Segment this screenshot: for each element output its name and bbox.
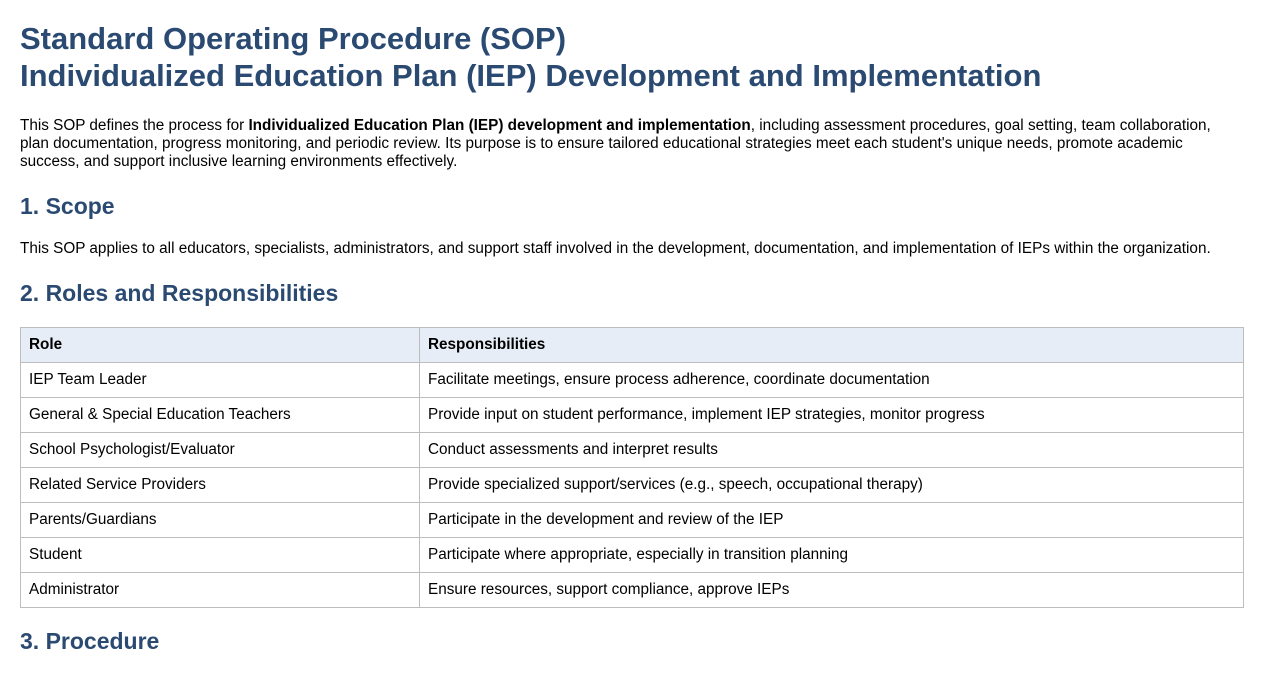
table-row: Student Participate where appropriate, e…	[20, 537, 1244, 573]
responsibility-cell: Conduct assessments and interpret result…	[419, 432, 1244, 468]
roles-heading: 2. Roles and Responsibilities	[20, 280, 339, 306]
responsibility-cell: Ensure resources, support compliance, ap…	[419, 572, 1244, 608]
table-row: General & Special Education Teachers Pro…	[20, 397, 1244, 433]
roles-table-header-row: Role Responsibilities	[20, 327, 1244, 363]
roles-table: Role Responsibilities IEP Team Leader Fa…	[20, 327, 1244, 608]
role-cell: Parents/Guardians	[20, 502, 420, 538]
role-cell: IEP Team Leader	[20, 362, 420, 398]
role-cell: Related Service Providers	[20, 467, 420, 503]
page-title-line-1: Standard Operating Procedure (SOP)	[20, 21, 567, 56]
role-cell: School Psychologist/Evaluator	[20, 432, 420, 468]
column-header-responsibilities: Responsibilities	[419, 327, 1244, 363]
scope-paragraph: This SOP applies to all educators, speci…	[20, 240, 1211, 257]
column-header-role: Role	[20, 327, 420, 363]
page-title: Standard Operating Procedure (SOP) Indiv…	[20, 20, 1243, 94]
scope-heading: 1. Scope	[20, 193, 115, 219]
intro-paragraph: This SOP defines the process for Individ…	[20, 117, 1243, 171]
intro-text-end: , including assessment procedures, goal …	[20, 117, 1211, 170]
role-cell: Administrator	[20, 572, 420, 608]
responsibility-cell: Facilitate meetings, ensure process adhe…	[419, 362, 1244, 398]
intro-text-start: This SOP defines the process for	[20, 117, 249, 134]
table-row: Related Service Providers Provide specia…	[20, 467, 1244, 503]
responsibility-cell: Participate where appropriate, especiall…	[419, 537, 1244, 573]
responsibility-cell: Provide specialized support/services (e.…	[419, 467, 1244, 503]
responsibility-cell: Provide input on student performance, im…	[419, 397, 1244, 433]
role-cell: General & Special Education Teachers	[20, 397, 420, 433]
table-row: IEP Team Leader Facilitate meetings, ens…	[20, 362, 1244, 398]
table-row: School Psychologist/Evaluator Conduct as…	[20, 432, 1244, 468]
table-row: Parents/Guardians Participate in the dev…	[20, 502, 1244, 538]
procedure-heading: 3. Procedure	[20, 628, 160, 654]
document-page: Standard Operating Procedure (SOP) Indiv…	[20, 20, 1244, 654]
page-title-line-2: Individualized Education Plan (IEP) Deve…	[20, 58, 1042, 93]
intro-bold-text: Individualized Education Plan (IEP) deve…	[248, 117, 751, 134]
responsibility-cell: Participate in the development and revie…	[419, 502, 1244, 538]
role-cell: Student	[20, 537, 420, 573]
table-row: Administrator Ensure resources, support …	[20, 572, 1244, 608]
